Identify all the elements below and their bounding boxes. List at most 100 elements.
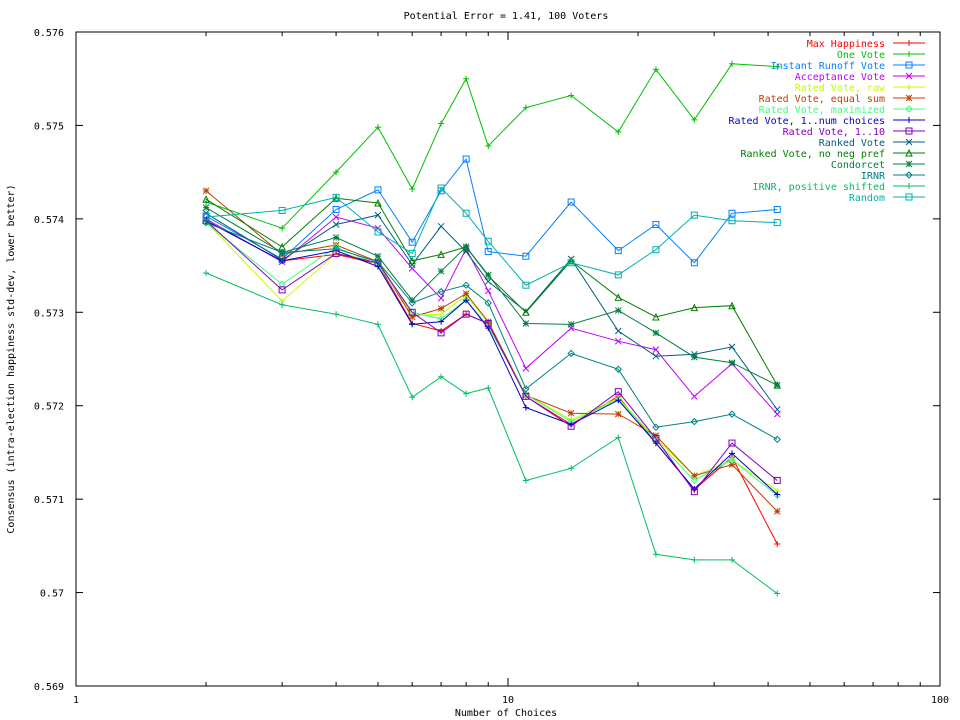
legend-marker bbox=[905, 127, 913, 135]
data-point bbox=[522, 320, 530, 327]
data-point bbox=[437, 184, 445, 192]
legend-entry: Condorcet bbox=[831, 160, 925, 171]
data-point bbox=[567, 409, 575, 417]
series-9 bbox=[202, 209, 781, 413]
series-line bbox=[205, 220, 778, 545]
data-point bbox=[409, 394, 416, 401]
y-tick-label: 0.57 bbox=[40, 589, 64, 600]
series-8 bbox=[202, 217, 781, 496]
data-point bbox=[438, 120, 445, 127]
series-5 bbox=[202, 187, 781, 515]
legend-marker bbox=[905, 72, 913, 80]
legend-label: Rated Vote, maximized bbox=[759, 105, 885, 116]
legend-entry: One Vote bbox=[837, 50, 925, 61]
data-point bbox=[614, 365, 622, 373]
data-point bbox=[484, 248, 492, 256]
data-point bbox=[202, 213, 210, 221]
legend-marker bbox=[905, 171, 913, 179]
data-point bbox=[690, 476, 699, 485]
data-point bbox=[728, 456, 736, 464]
data-point bbox=[774, 540, 781, 547]
legend-label: Random bbox=[849, 193, 885, 204]
legend-marker bbox=[905, 61, 913, 69]
legend-label: Instant Runoff Vote bbox=[771, 61, 885, 72]
data-point bbox=[332, 245, 340, 253]
data-point bbox=[652, 434, 660, 442]
legend-entry: Instant Runoff Vote bbox=[771, 61, 925, 72]
series-line bbox=[205, 63, 778, 229]
data-point bbox=[332, 213, 340, 221]
data-point bbox=[774, 590, 781, 597]
y-tick-label: 0.571 bbox=[34, 495, 64, 506]
y-axis: 0.569 0.57 0.571 0.572 0.573 0.574 0.575 0.576 bbox=[34, 28, 940, 693]
data-point bbox=[333, 169, 340, 176]
data-point bbox=[408, 249, 416, 257]
data-point bbox=[522, 477, 529, 484]
legend-entry: Max Happiness bbox=[807, 39, 925, 50]
data-point bbox=[202, 187, 210, 195]
series-line bbox=[205, 222, 778, 440]
series-line bbox=[205, 220, 778, 493]
data-point bbox=[408, 238, 416, 246]
data-point bbox=[438, 373, 445, 380]
data-point bbox=[568, 465, 575, 472]
data-point bbox=[690, 488, 698, 496]
y-axis-label: Consensus (intra-election happiness std-… bbox=[6, 184, 17, 533]
data-point bbox=[728, 410, 736, 418]
data-point bbox=[773, 206, 781, 214]
legend-marker bbox=[905, 138, 913, 146]
legend-marker bbox=[905, 94, 913, 102]
data-point bbox=[567, 422, 575, 430]
data-point bbox=[728, 439, 736, 447]
data-point bbox=[374, 124, 381, 131]
data-point bbox=[728, 461, 736, 468]
data-point bbox=[462, 243, 470, 251]
data-point bbox=[614, 247, 622, 255]
data-point bbox=[437, 250, 445, 258]
legend-label: One Vote bbox=[837, 50, 885, 61]
legend-label: Condorcet bbox=[831, 160, 885, 171]
data-point bbox=[567, 256, 575, 265]
data-point bbox=[728, 217, 736, 225]
data-point bbox=[332, 234, 340, 241]
series-0 bbox=[203, 217, 781, 547]
data-point bbox=[278, 286, 286, 294]
y-tick-label: 0.576 bbox=[34, 28, 64, 39]
data-point bbox=[462, 209, 470, 217]
data-point bbox=[437, 294, 445, 302]
legend-entry: Random bbox=[849, 193, 925, 204]
data-point bbox=[774, 63, 781, 70]
legend-entry: IRNR bbox=[861, 171, 925, 182]
x-axis-label: Number of Choices bbox=[455, 708, 557, 719]
legend-marker bbox=[906, 84, 912, 90]
data-point bbox=[462, 290, 470, 297]
x-axis: 1 10 100 bbox=[73, 32, 949, 706]
legend-label: Rated Vote, 1..num choices bbox=[728, 116, 885, 127]
data-point bbox=[728, 556, 735, 563]
series-11 bbox=[202, 204, 781, 389]
data-point bbox=[278, 256, 286, 264]
data-point bbox=[614, 337, 622, 345]
data-point bbox=[522, 308, 530, 316]
data-point bbox=[522, 404, 529, 411]
data-point bbox=[279, 257, 286, 264]
data-point bbox=[522, 252, 530, 260]
series-line bbox=[205, 157, 778, 264]
data-point bbox=[614, 293, 623, 301]
data-point bbox=[437, 305, 445, 312]
data-point bbox=[773, 476, 781, 484]
legend-marker bbox=[905, 105, 913, 113]
legend-entry: IRNR, positive shifted bbox=[753, 182, 925, 193]
data-point bbox=[652, 423, 660, 431]
x-tick-label: 1 bbox=[73, 695, 79, 706]
data-point bbox=[652, 329, 660, 337]
data-point bbox=[463, 75, 470, 82]
data-point bbox=[567, 321, 575, 328]
data-point bbox=[202, 209, 210, 217]
data-point bbox=[652, 352, 660, 360]
data-point bbox=[484, 237, 492, 245]
data-point bbox=[484, 278, 492, 285]
data-point bbox=[437, 267, 445, 275]
